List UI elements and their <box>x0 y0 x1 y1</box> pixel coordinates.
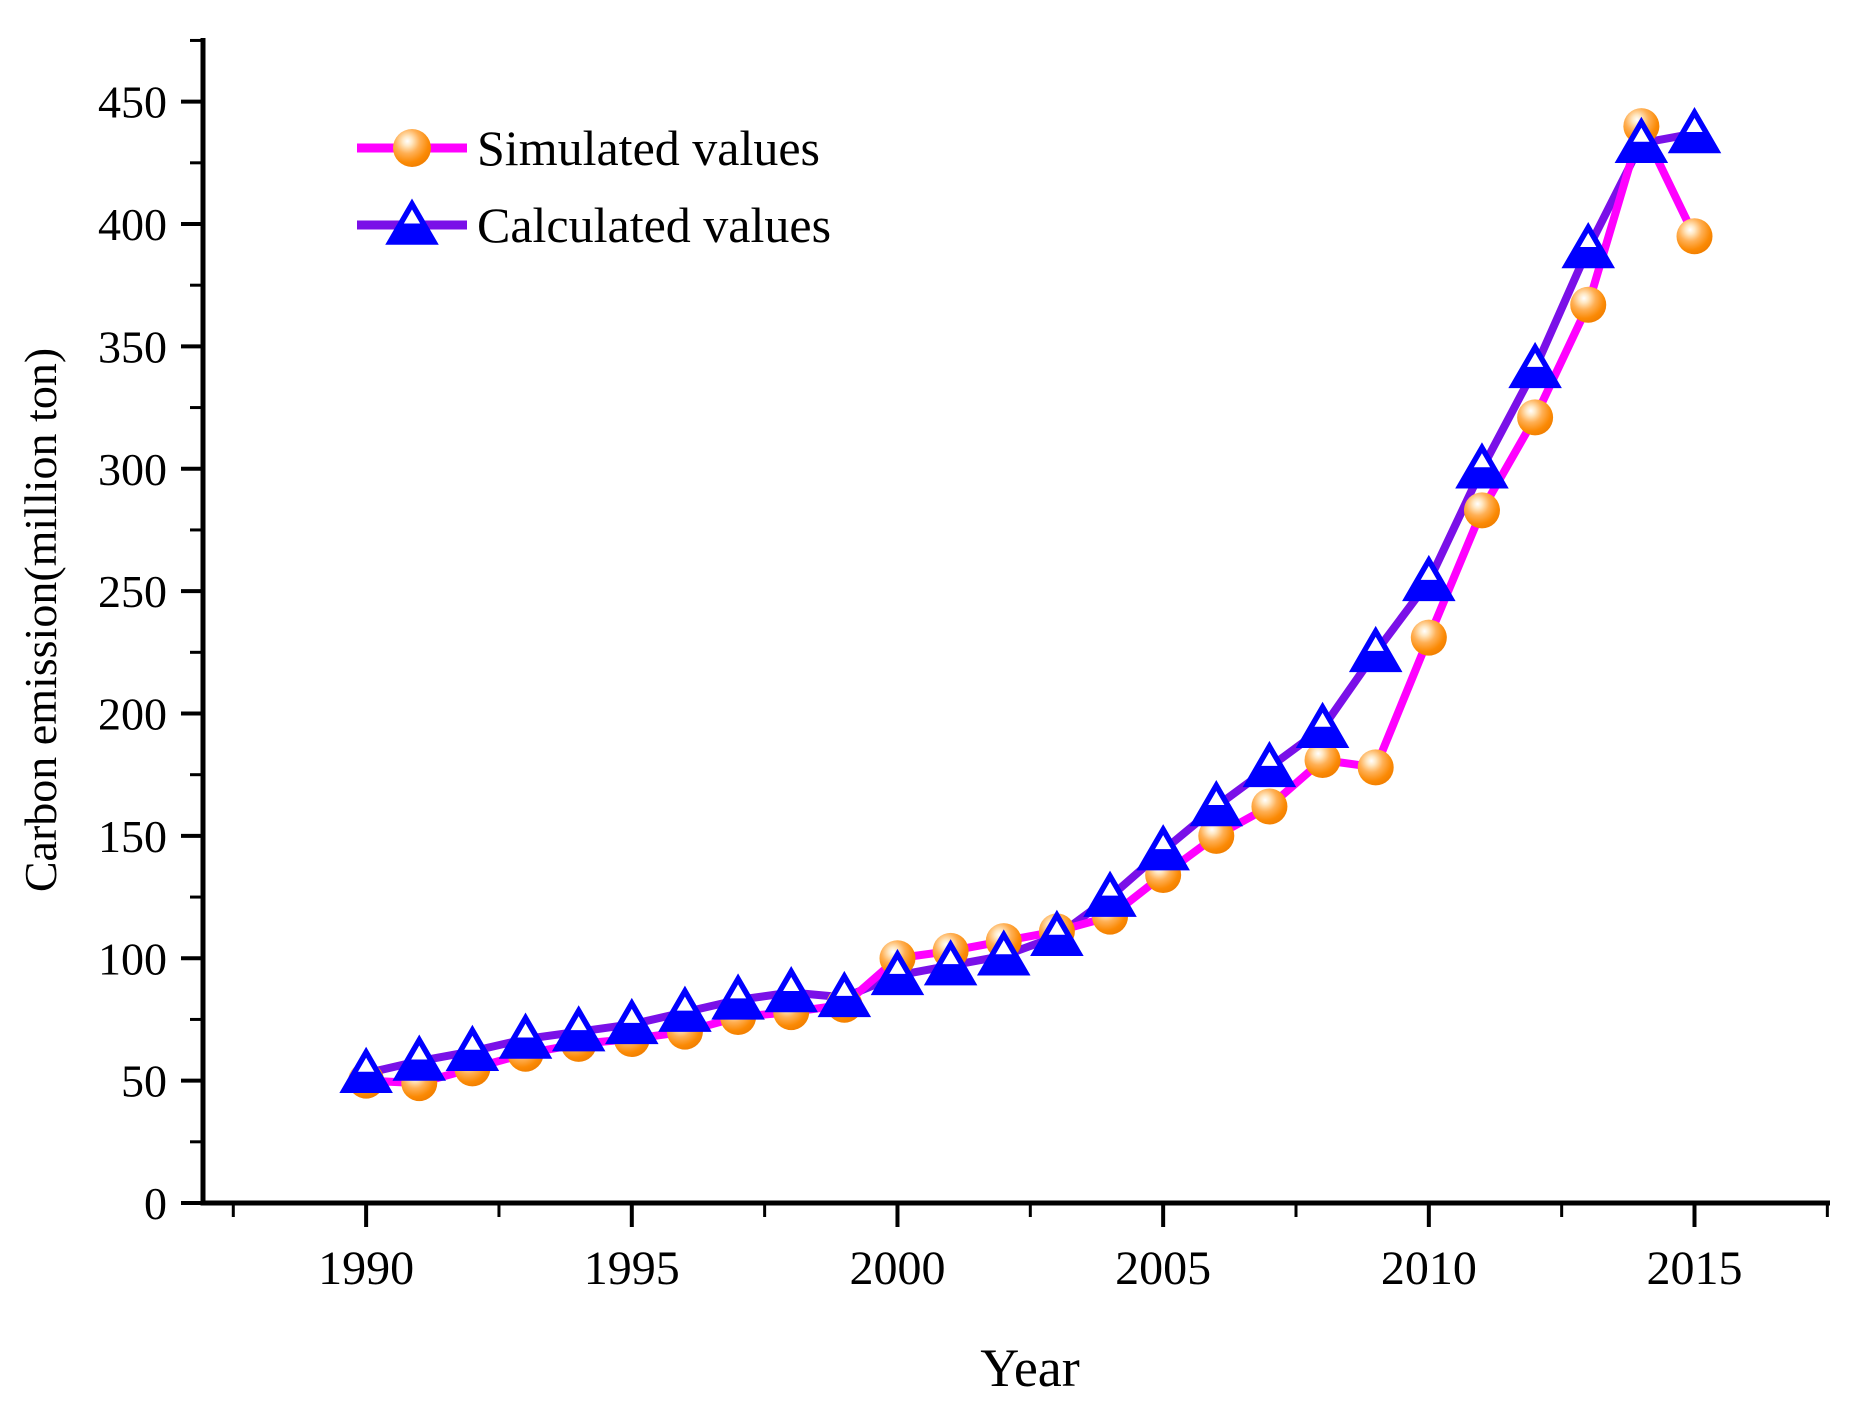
simulated-point-marker <box>1517 399 1554 436</box>
calculated-point-marker <box>1455 442 1509 489</box>
legend-item-calculated: Calculated values <box>357 197 831 253</box>
y-tick-label: 50 <box>121 1056 167 1107</box>
x-tick-label: 2010 <box>1381 1242 1477 1295</box>
y-tick-label: 150 <box>98 811 167 862</box>
calculated-point-marker <box>1083 870 1137 917</box>
triangle-fill <box>554 1030 604 1051</box>
simulated-point-marker <box>1251 788 1288 825</box>
simulated-point-marker <box>1570 286 1607 323</box>
triangle-fill <box>387 223 437 244</box>
calculated-point-marker <box>339 1046 393 1094</box>
triangle-fill <box>1032 934 1082 955</box>
legend-triangle-marker <box>385 198 439 245</box>
triangle-fill <box>1404 579 1454 600</box>
calculated-point-marker <box>1402 554 1456 602</box>
x-tick-label: 2000 <box>849 1242 945 1295</box>
calculated-point-marker <box>605 997 659 1045</box>
triangle-fill <box>500 1037 551 1058</box>
triangle-fill <box>766 991 816 1012</box>
triangle-fill <box>1563 246 1613 267</box>
legend-label-simulated: Simulated values <box>477 120 820 176</box>
triangle-fill <box>1616 141 1666 162</box>
legend-circle-marker-icon <box>393 129 431 167</box>
calculated-point-marker <box>1136 824 1190 871</box>
legend-item-simulated: Simulated values <box>357 120 820 176</box>
calculated-point-marker <box>392 1034 447 1081</box>
x-tick-label: 2015 <box>1647 1242 1743 1295</box>
triangle-fill <box>1510 366 1560 387</box>
simulated-point-marker <box>1304 742 1341 779</box>
triangle-fill <box>1244 765 1295 786</box>
simulated-point-marker <box>1676 218 1713 255</box>
triangle-fill <box>1457 467 1507 488</box>
legend-label-calculated: Calculated values <box>477 197 831 253</box>
calculated-point-marker <box>1189 780 1244 827</box>
triangle-fill <box>1297 726 1348 747</box>
calculated-point-marker <box>1667 106 1722 154</box>
calculated-point-marker <box>1295 701 1350 748</box>
y-axis-title: Carbon emission(million ton) <box>15 348 66 892</box>
triangle-fill <box>1138 849 1188 870</box>
axis-frame <box>200 38 1830 1206</box>
calculated-point-marker <box>658 985 712 1032</box>
y-tick-label: 0 <box>144 1178 167 1229</box>
simulated-line <box>362 122 1699 1088</box>
x-tick-label: 1990 <box>318 1242 414 1295</box>
calculated-point-marker <box>976 929 1031 976</box>
simulated-point-marker <box>1463 492 1500 529</box>
axes: 0 50 100 150 200 250 300 350 400 450 1990 1995 2000 2… <box>98 38 1830 1295</box>
calculated-point-marker <box>445 1024 500 1072</box>
triangle-fill <box>1351 650 1401 671</box>
triangle-fill <box>1085 895 1135 916</box>
calculated-point-marker <box>1242 740 1297 788</box>
y-tick-label: 200 <box>98 689 167 740</box>
x-tick-label: 2005 <box>1115 1242 1211 1295</box>
y-tick-label: 400 <box>98 199 167 250</box>
calculated-point-marker <box>551 1005 606 1052</box>
calculated-point-marker <box>1348 625 1403 673</box>
triangle-fill <box>1191 805 1241 826</box>
calculated-point-marker <box>870 948 925 996</box>
calculated-point-marker <box>1508 341 1562 389</box>
y-tick-label: 250 <box>98 566 167 617</box>
simulated-point-marker <box>1198 817 1235 854</box>
calculated-point-marker <box>817 970 872 1018</box>
y-tick-label: 450 <box>98 77 167 128</box>
triangle-fill <box>713 998 763 1019</box>
x-axis-title: Year <box>980 1338 1080 1398</box>
legend: Simulated values Calculated values <box>357 120 831 253</box>
simulated-point-marker <box>1357 749 1394 786</box>
legend-triangle-marker-icon <box>385 198 439 245</box>
triangle-fill <box>925 964 976 985</box>
calculated-point-marker <box>923 939 978 986</box>
simulated-point-marker <box>1410 619 1447 656</box>
data-series <box>339 106 1722 1102</box>
triangle-fill <box>607 1022 657 1043</box>
calculated-point-marker <box>1030 909 1084 956</box>
triangle-fill <box>819 995 869 1016</box>
triangle-fill <box>341 1071 391 1092</box>
triangle-fill <box>1669 131 1720 152</box>
triangle-fill <box>394 1059 444 1080</box>
calculated-point-marker <box>764 966 818 1013</box>
calculated-point-marker <box>498 1012 553 1059</box>
calculated-point-marker <box>1561 221 1615 269</box>
triangle-fill <box>872 973 923 994</box>
calculated-point-marker <box>1614 116 1669 163</box>
triangle-fill <box>979 954 1029 975</box>
y-tick-label: 100 <box>98 933 167 984</box>
y-tick-label: 350 <box>98 321 167 372</box>
x-tick-label: 1995 <box>584 1242 680 1295</box>
triangle-fill <box>660 1010 710 1031</box>
y-tick-label: 300 <box>98 444 167 495</box>
triangle-fill <box>447 1049 498 1070</box>
calculated-point-marker <box>711 973 765 1020</box>
